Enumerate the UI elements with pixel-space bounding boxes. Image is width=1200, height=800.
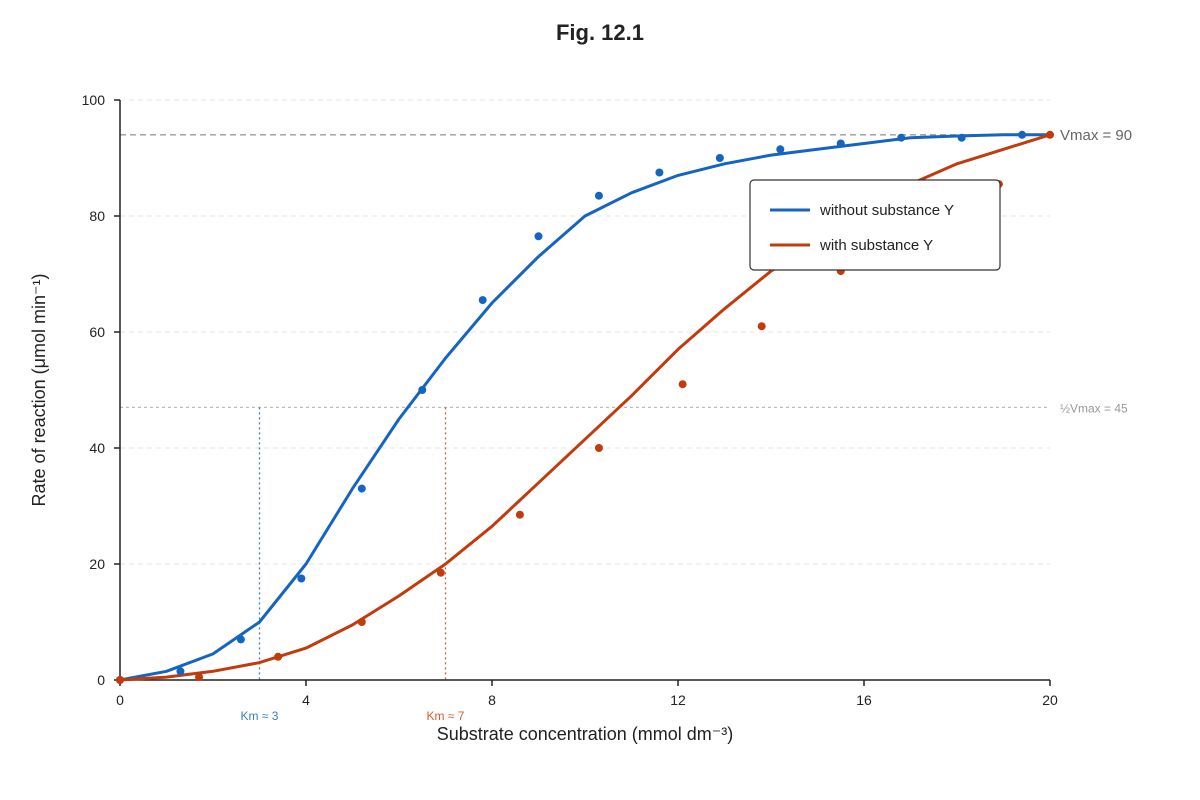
data-point-s1-6 — [594, 444, 603, 452]
data-point-s0-4 — [357, 484, 366, 493]
x-tick-label-20: 20 — [1042, 692, 1058, 708]
data-point-s0-13 — [897, 133, 906, 142]
data-point-s1-4 — [436, 568, 445, 577]
data-point-s0-10 — [715, 154, 724, 162]
ref-label-0: Vmax = 90 — [1060, 127, 1132, 144]
x-tick-label-16: 16 — [856, 692, 872, 708]
data-point-s0-14 — [957, 133, 966, 142]
y-axis-label: Rate of reaction (μmol min⁻¹) — [29, 274, 49, 507]
ref-label-2: Km ≈ 3 — [241, 709, 279, 723]
legend-label-with-y: with substance Y — [819, 237, 933, 254]
y-tick-label-20: 20 — [89, 556, 105, 572]
data-point-s1-1 — [195, 673, 204, 682]
data-point-s1-5 — [515, 510, 524, 519]
data-point-s1-3 — [357, 618, 366, 626]
x-tick-label-8: 8 — [488, 692, 496, 708]
data-point-s0-1 — [176, 667, 185, 676]
reference-lines: Vmax = 90 ½Vmax = 45 Km ≈ 3 Km ≈ 7 — [120, 127, 1132, 723]
legend-label-without-y: without substance Y — [819, 202, 954, 219]
y-tick-label-60: 60 — [89, 324, 105, 340]
data-point-s1-7 — [678, 380, 687, 389]
y-tick-label-100: 100 — [82, 92, 106, 108]
data-point-s0-9 — [655, 168, 664, 177]
data-point-s1-8 — [757, 322, 766, 331]
data-point-s0-12 — [836, 139, 845, 148]
tick-labels: 0 20 40 60 80 100 0 4 8 12 16 20 — [82, 92, 1058, 708]
ref-label-1: ½Vmax = 45 — [1060, 401, 1128, 415]
axes — [114, 99, 1051, 686]
x-tick-label-4: 4 — [302, 692, 310, 708]
legend-box — [749, 179, 1001, 271]
data-point-s0-3 — [297, 574, 306, 583]
x-axis-label: Substrate concentration (mmol dm⁻³) — [437, 724, 734, 744]
data-point-s0-7 — [534, 232, 543, 241]
data-point-s1-12 — [1046, 130, 1054, 139]
x-tick-label-0: 0 — [116, 692, 124, 708]
data-point-s0-6 — [478, 296, 487, 305]
ref-label-3: Km ≈ 7 — [427, 709, 465, 723]
data-point-s0-11 — [776, 145, 785, 154]
legend: without substance Y with substance Y — [749, 179, 1001, 271]
chart-title: Fig. 12.1 — [556, 20, 644, 45]
y-tick-label-80: 80 — [89, 208, 105, 224]
data-point-s1-2 — [274, 652, 283, 661]
data-point-s1-0 — [116, 676, 124, 684]
series-line-0 — [119, 133, 1050, 682]
y-tick-label-40: 40 — [89, 440, 105, 456]
x-tick-label-12: 12 — [670, 692, 686, 708]
y-tick-label-0: 0 — [97, 672, 105, 688]
data-point-s0-15 — [1018, 130, 1027, 139]
data-point-s0-8 — [594, 191, 603, 200]
data-point-s0-2 — [236, 635, 245, 644]
data-point-s0-5 — [418, 386, 427, 394]
